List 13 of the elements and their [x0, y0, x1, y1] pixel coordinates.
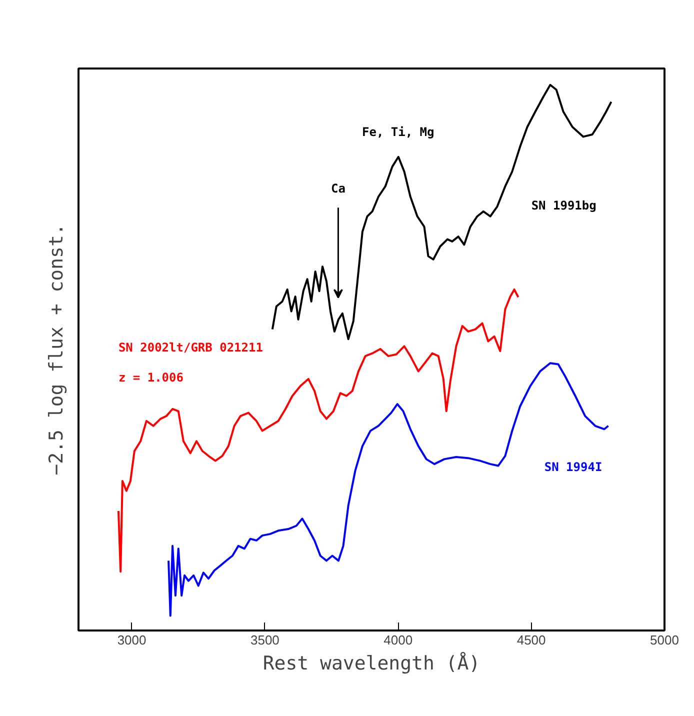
- text: SN 1991bg: [531, 198, 596, 212]
- annotation: Fe, Ti, Mg: [362, 124, 434, 139]
- y-axis-title: −2.5 log flux + const.: [46, 224, 68, 476]
- text: SN 1994I: [544, 460, 602, 474]
- x-axis-title: Rest wavelength (Å): [262, 652, 480, 674]
- annotation: z = 1.006: [118, 370, 184, 384]
- x-tick-label: 4500: [516, 632, 546, 648]
- x-tick-label: 3000: [117, 632, 146, 648]
- annotation: Ca: [330, 182, 346, 196]
- text: SN 2002lt/GRB 021211: [118, 340, 263, 354]
- x-tick-label: 4000: [384, 632, 413, 648]
- x-tick-label: 5000: [650, 632, 679, 648]
- x-tick-label: 3500: [250, 632, 280, 648]
